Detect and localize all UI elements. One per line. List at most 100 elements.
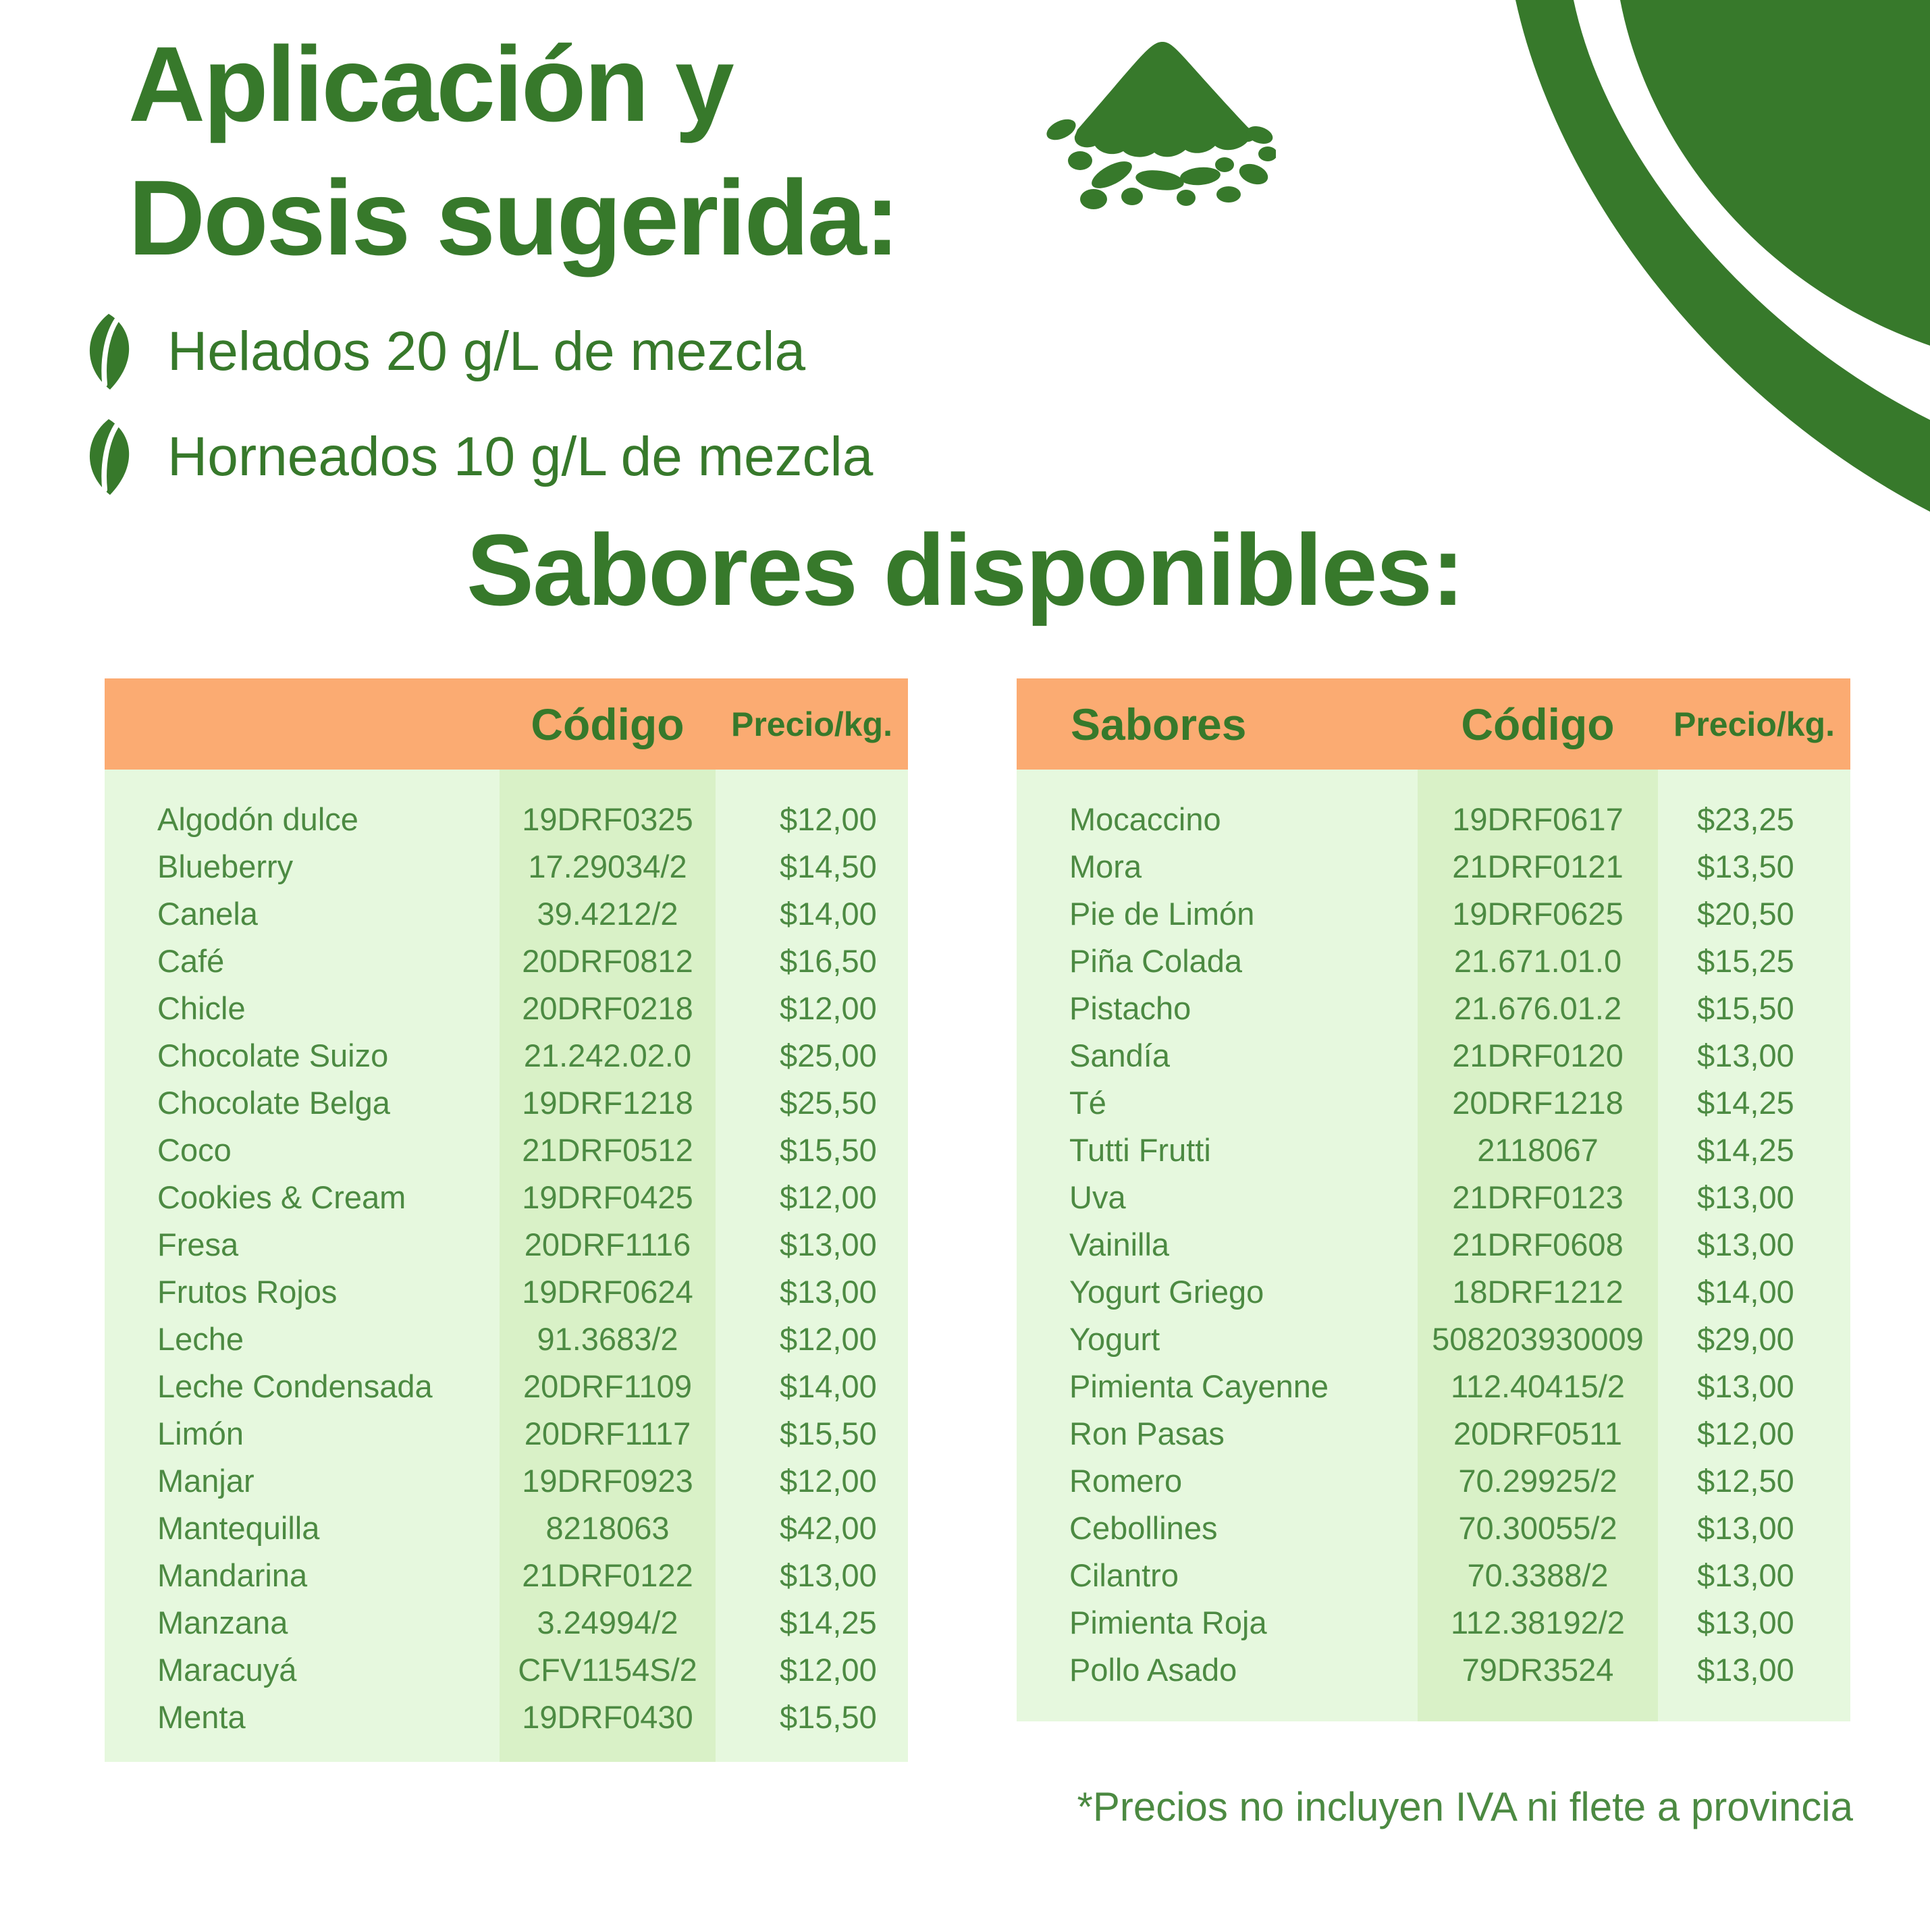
code-cell: 21.676.01.2 xyxy=(1453,990,1622,1026)
flavor-cell: Uva xyxy=(1069,1179,1126,1215)
code-cell: 20DRF0218 xyxy=(522,990,693,1026)
price-cell: $13,00 xyxy=(780,1226,877,1262)
powder-pile-icon xyxy=(1046,42,1276,209)
code-cell: 19DRF1218 xyxy=(522,1084,693,1121)
price-cell: $13,00 xyxy=(1697,1557,1794,1593)
price-cell: $20,50 xyxy=(1697,895,1794,932)
code-cell: 19DRF0923 xyxy=(522,1462,693,1499)
table-row: Mantequilla 8218063 $42,00 xyxy=(105,1504,908,1551)
table-row: Uva 21DRF0123 $13,00 xyxy=(1017,1173,1850,1220)
price-cell: $13,00 xyxy=(780,1273,877,1310)
table-row: Limón 20DRF1117 $15,50 xyxy=(105,1410,908,1457)
table-rows: Mocaccino 19DRF0617 $23,25 Mora 21DRF0121 $13… xyxy=(1017,795,1850,1693)
price-cell: $23,25 xyxy=(1697,801,1794,837)
flavor-cell: Limón xyxy=(157,1415,244,1451)
code-cell: 21DRF0121 xyxy=(1452,848,1624,884)
price-cell: $12,00 xyxy=(780,1651,877,1688)
code-cell: 21DRF0123 xyxy=(1452,1179,1624,1215)
code-cell: CFV1154S/2 xyxy=(518,1651,697,1688)
price-cell: $12,00 xyxy=(780,990,877,1026)
price-cell: $13,00 xyxy=(1697,1368,1794,1404)
flavor-cell: Sandía xyxy=(1069,1037,1170,1073)
table-row: Yogurt 508203930009 $29,00 xyxy=(1017,1315,1850,1362)
table-row: Coco 21DRF0512 $15,50 xyxy=(105,1126,908,1173)
code-cell: 20DRF0511 xyxy=(1453,1415,1622,1451)
table-row: Sandía 21DRF0120 $13,00 xyxy=(1017,1031,1850,1079)
price-cell: $15,50 xyxy=(780,1698,877,1735)
price-cell: $13,00 xyxy=(1697,1179,1794,1215)
dosage-item-helados: Helados 20 g/L de mezcla xyxy=(76,311,873,393)
flavor-cell: Mandarina xyxy=(157,1557,308,1593)
flavor-cell: Fresa xyxy=(157,1226,239,1262)
header-price: Precio/kg. xyxy=(731,705,892,743)
table-row: Mandarina 21DRF0122 $13,00 xyxy=(105,1551,908,1599)
code-cell: 19DRF0325 xyxy=(522,801,693,837)
code-cell: 17.29034/2 xyxy=(528,848,687,884)
table-row: Fresa 20DRF1116 $13,00 xyxy=(105,1220,908,1268)
dosage-item-label: Horneados 10 g/L de mezcla xyxy=(167,426,874,487)
flavor-cell: Pimienta Roja xyxy=(1069,1604,1267,1640)
flavor-cell: Chocolate Suizo xyxy=(157,1037,389,1073)
flavor-cell: Menta xyxy=(157,1698,246,1735)
code-cell: 20DRF1218 xyxy=(1452,1084,1624,1121)
code-cell: 20DRF1109 xyxy=(523,1368,692,1404)
price-cell: $13,00 xyxy=(1697,1604,1794,1640)
price-cell: $15,50 xyxy=(780,1131,877,1168)
price-cell: $15,50 xyxy=(780,1415,877,1451)
price-cell: $29,00 xyxy=(1697,1320,1794,1357)
price-disclaimer: *Precios no incluyen IVA ni flete a prov… xyxy=(1077,1784,1853,1829)
code-cell: 70.3388/2 xyxy=(1467,1557,1609,1593)
code-cell: 20DRF1117 xyxy=(524,1415,691,1451)
code-cell: 39.4212/2 xyxy=(537,895,678,932)
code-cell: 21.242.02.0 xyxy=(523,1037,692,1073)
table-row: Té 20DRF1218 $14,25 xyxy=(1017,1079,1850,1126)
table-row: Cookies & Cream 19DRF0425 $12,00 xyxy=(105,1173,908,1220)
price-cell: $14,00 xyxy=(780,1368,877,1404)
table-row: Leche 91.3683/2 $12,00 xyxy=(105,1315,908,1362)
flavor-cell: Pimienta Cayenne xyxy=(1069,1368,1329,1404)
flavor-cell: Yogurt xyxy=(1069,1320,1160,1357)
table-row: Café 20DRF0812 $16,50 xyxy=(105,937,908,984)
table-body: Mocaccino 19DRF0617 $23,25 Mora 21DRF0121 $13… xyxy=(1017,770,1850,1721)
flavors-table-right: Sabores Código Precio/kg. Mocaccino 19DRF… xyxy=(1017,678,1850,1721)
page-title: Aplicación y Dosis sugerida: xyxy=(128,18,900,285)
flavor-cell: Chicle xyxy=(157,990,246,1026)
flavor-cell: Tutti Frutti xyxy=(1069,1131,1211,1168)
table-row: Mocaccino 19DRF0617 $23,25 xyxy=(1017,795,1850,842)
table-row: Pistacho 21.676.01.2 $15,50 xyxy=(1017,984,1850,1031)
page-title-line1: Aplicación y xyxy=(128,25,734,144)
code-cell: 19DRF0625 xyxy=(1452,895,1624,932)
code-cell: 21DRF0512 xyxy=(522,1131,693,1168)
table-rows: Algodón dulce 19DRF0325 $12,00 Blueberry 17.… xyxy=(105,795,908,1740)
code-cell: 19DRF0624 xyxy=(522,1273,693,1310)
table-row: Pie de Limón 19DRF0625 $20,50 xyxy=(1017,890,1850,937)
table-row: Frutos Rojos 19DRF0624 $13,00 xyxy=(105,1268,908,1315)
table-row: Menta 19DRF0430 $15,50 xyxy=(105,1693,908,1740)
code-cell: 20DRF0812 xyxy=(522,942,693,979)
table-row: Ron Pasas 20DRF0511 $12,00 xyxy=(1017,1410,1850,1457)
table-row: Tutti Frutti 2118067 $14,25 xyxy=(1017,1126,1850,1173)
table-row: Romero 70.29925/2 $12,50 xyxy=(1017,1457,1850,1504)
price-cell: $14,25 xyxy=(1697,1131,1794,1168)
flavor-cell: Leche xyxy=(157,1320,244,1357)
price-cell: $13,50 xyxy=(1697,848,1794,884)
code-cell: 18DRF1212 xyxy=(1452,1273,1624,1310)
code-cell: 70.29925/2 xyxy=(1458,1462,1617,1499)
code-cell: 91.3683/2 xyxy=(537,1320,678,1357)
price-cell: $14,50 xyxy=(780,848,877,884)
flavor-cell: Manjar xyxy=(157,1462,254,1499)
price-cell: $25,50 xyxy=(780,1084,877,1121)
flavor-cell: Mocaccino xyxy=(1069,801,1221,837)
flavor-cell: Romero xyxy=(1069,1462,1183,1499)
table-row: Yogurt Griego 18DRF1212 $14,00 xyxy=(1017,1268,1850,1315)
flavor-cell: Té xyxy=(1069,1084,1106,1121)
page-title-line2: Dosis sugerida: xyxy=(128,159,900,277)
code-column-band xyxy=(1418,770,1658,1721)
flavor-cell: Ron Pasas xyxy=(1069,1415,1225,1451)
table-row: Pimienta Cayenne 112.40415/2 $13,00 xyxy=(1017,1362,1850,1410)
flavor-cell: Mantequilla xyxy=(157,1509,320,1546)
flavor-cell: Cilantro xyxy=(1069,1557,1179,1593)
price-cell: $14,25 xyxy=(1697,1084,1794,1121)
leaf-icon xyxy=(89,313,130,390)
